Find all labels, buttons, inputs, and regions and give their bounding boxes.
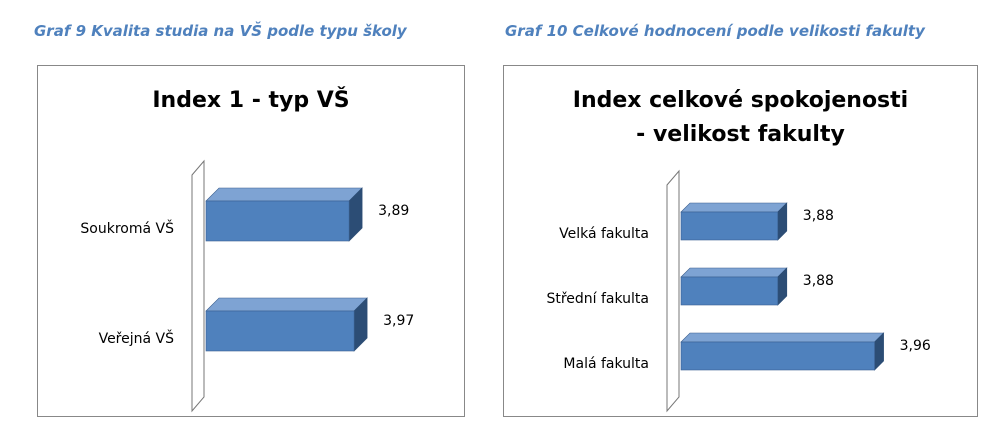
bar bbox=[680, 202, 788, 241]
bar-top bbox=[205, 297, 368, 312]
value-label: 3,89 bbox=[378, 203, 409, 219]
bar bbox=[680, 332, 885, 371]
category-label: Veřejná VŠ bbox=[99, 329, 175, 347]
bar bbox=[205, 187, 363, 242]
bar-top bbox=[680, 332, 885, 343]
caption: Graf 9 Kvalita studia na VŠ podle typu š… bbox=[34, 22, 407, 40]
wall bbox=[666, 169, 680, 413]
bar bbox=[680, 267, 788, 306]
category-label: Střední fakulta bbox=[546, 291, 649, 307]
chart-panel: Index 1 - typ VŠ Soukromá VŠ 3,89 Veřejná … bbox=[37, 65, 465, 417]
bar-front bbox=[680, 276, 779, 306]
category-label: Malá fakulta bbox=[563, 356, 649, 372]
bar-top bbox=[680, 267, 788, 278]
chart-panel: Index celkové spokojenosti - velikost fa… bbox=[503, 65, 978, 417]
chart: Velká fakulta 3,88 Střední fakulta 3,88 Malá… bbox=[546, 169, 931, 413]
bar-top bbox=[205, 187, 363, 202]
value-label: 3,96 bbox=[900, 338, 931, 354]
value-label: 3,97 bbox=[383, 313, 414, 329]
chart: Soukromá VŠ 3,89 Veřejná VŠ 3,97 bbox=[80, 159, 414, 413]
bar-front bbox=[205, 310, 355, 352]
bar-top bbox=[680, 202, 788, 213]
value-label: 3,88 bbox=[803, 273, 834, 289]
category-label: Soukromá VŠ bbox=[80, 219, 174, 237]
bar-front bbox=[205, 200, 350, 242]
caption: Graf 10 Celkové hodnocení podle velikost… bbox=[505, 22, 925, 40]
value-label: 3,88 bbox=[803, 208, 834, 224]
bar bbox=[205, 297, 368, 352]
chart-title: Index celkové spokojenosti - velikost fa… bbox=[572, 88, 909, 147]
bar-front bbox=[680, 211, 779, 241]
bar-front bbox=[680, 341, 875, 371]
wall bbox=[191, 159, 205, 413]
chart-title: Index 1 - typ VŠ bbox=[152, 88, 350, 113]
category-label: Velká fakulta bbox=[559, 226, 649, 242]
